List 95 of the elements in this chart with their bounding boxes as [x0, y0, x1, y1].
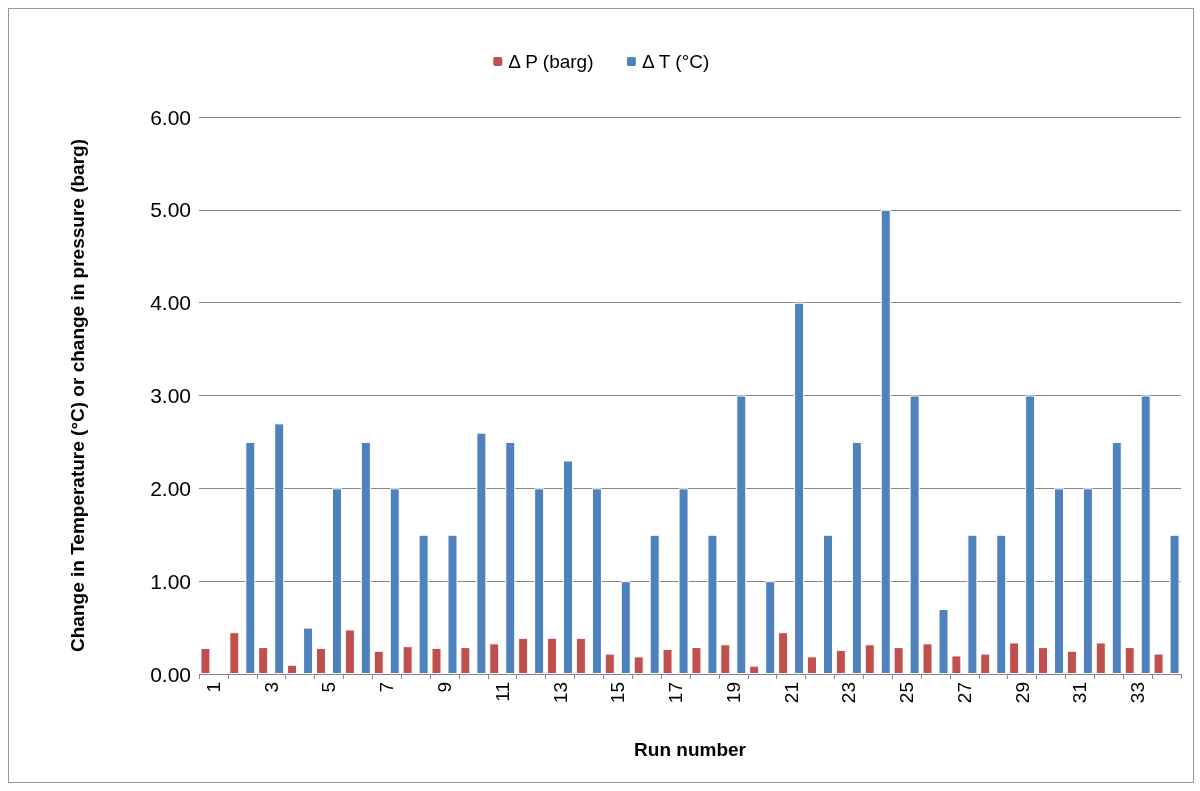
x-tick-label: 21 [780, 682, 802, 704]
x-tick-label: 33 [1127, 682, 1149, 704]
bar [245, 441, 256, 674]
bar [418, 534, 429, 674]
x-tick-label: 15 [607, 682, 629, 704]
x-tick-label: 13 [549, 682, 571, 704]
bar [575, 637, 586, 674]
bar [967, 534, 978, 674]
y-tick-label: 0.00 [150, 662, 191, 686]
bar [794, 302, 805, 674]
bar [447, 534, 458, 674]
x-tick-label: 29 [1011, 682, 1033, 704]
bar [331, 488, 342, 674]
bar [806, 656, 817, 674]
bar [880, 209, 891, 674]
bar [1066, 650, 1077, 674]
bar [909, 395, 920, 674]
y-tick-label: 3.00 [150, 384, 191, 407]
bar [505, 441, 516, 674]
bar [893, 647, 904, 674]
legend-label: Δ T (°C) [641, 51, 710, 72]
bar [518, 637, 529, 674]
bar [360, 441, 371, 674]
legend-label: Δ P (barg) [508, 51, 594, 72]
y-tick-label: 5.00 [150, 198, 191, 222]
bar [402, 646, 413, 674]
y-tick-label: 6.00 [150, 105, 191, 129]
bar [822, 534, 833, 674]
y-tick-label: 2.00 [150, 476, 191, 500]
x-tick-label: 7 [376, 682, 398, 693]
x-tick-label: 23 [838, 682, 860, 704]
bar [460, 647, 471, 674]
x-tick-label: 31 [1069, 682, 1091, 704]
bar [996, 534, 1007, 674]
bar [389, 488, 400, 674]
x-tick-label: 27 [953, 682, 975, 704]
bar [938, 609, 949, 674]
bar [1054, 488, 1065, 674]
bar [691, 647, 702, 674]
bar [489, 643, 500, 674]
bar [373, 650, 384, 674]
bar [303, 627, 314, 674]
bar [864, 644, 875, 674]
x-tick-label: 25 [896, 682, 918, 704]
x-axis-title: Run number [634, 739, 747, 760]
bar [720, 644, 731, 674]
bar [620, 581, 631, 674]
x-tick-label: 1 [202, 682, 224, 693]
bar [980, 653, 991, 674]
bar [951, 655, 962, 674]
bar [1082, 488, 1093, 674]
x-tick-label: 5 [318, 682, 340, 693]
bar [547, 637, 558, 674]
x-tick-label: 3 [260, 682, 282, 693]
bar [1111, 441, 1122, 674]
x-tick-label: 9 [434, 682, 455, 693]
bar [1095, 642, 1106, 674]
bar [1169, 534, 1180, 674]
bar [778, 632, 789, 674]
bar [662, 648, 673, 674]
x-tick-label: 19 [722, 682, 744, 704]
bar [274, 423, 285, 674]
bar [200, 648, 211, 674]
bar [765, 581, 776, 674]
bar [1153, 653, 1164, 674]
x-tick-label: 11 [491, 682, 513, 702]
bar [736, 395, 747, 674]
bar [1124, 647, 1135, 674]
bar [922, 643, 933, 674]
bar [1140, 395, 1151, 674]
bar [633, 656, 644, 674]
bar [534, 488, 545, 674]
bar [591, 488, 602, 674]
bar [258, 647, 269, 674]
bar [835, 649, 846, 674]
bar [678, 488, 689, 674]
bar [707, 534, 718, 674]
bar [1038, 647, 1049, 674]
bar [287, 664, 298, 674]
bar [563, 460, 574, 674]
bar [1009, 642, 1020, 674]
bar [604, 653, 615, 674]
bar [476, 432, 487, 674]
y-tick-label: 4.00 [150, 291, 191, 315]
bar [315, 648, 326, 674]
bar [749, 665, 760, 674]
y-tick-label: 1.00 [150, 569, 191, 593]
bar [431, 648, 442, 674]
x-tick-label: 17 [665, 682, 687, 704]
y-axis-title: Change in Temperature (°C) or change in pressure (barg) [66, 139, 88, 652]
bar [1025, 395, 1036, 674]
bar [649, 534, 660, 674]
bar [229, 632, 240, 674]
bar [851, 441, 862, 674]
bar [344, 629, 355, 674]
